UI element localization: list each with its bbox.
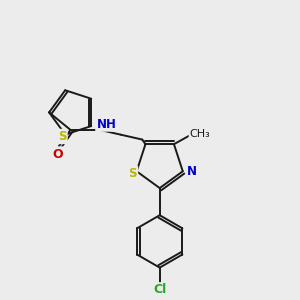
Text: Cl: Cl — [153, 284, 166, 296]
Text: CH₃: CH₃ — [190, 128, 211, 139]
Text: O: O — [52, 148, 63, 160]
Text: N: N — [187, 165, 196, 178]
Text: S: S — [58, 130, 67, 143]
Text: S: S — [128, 167, 137, 180]
Text: NH: NH — [96, 118, 116, 130]
